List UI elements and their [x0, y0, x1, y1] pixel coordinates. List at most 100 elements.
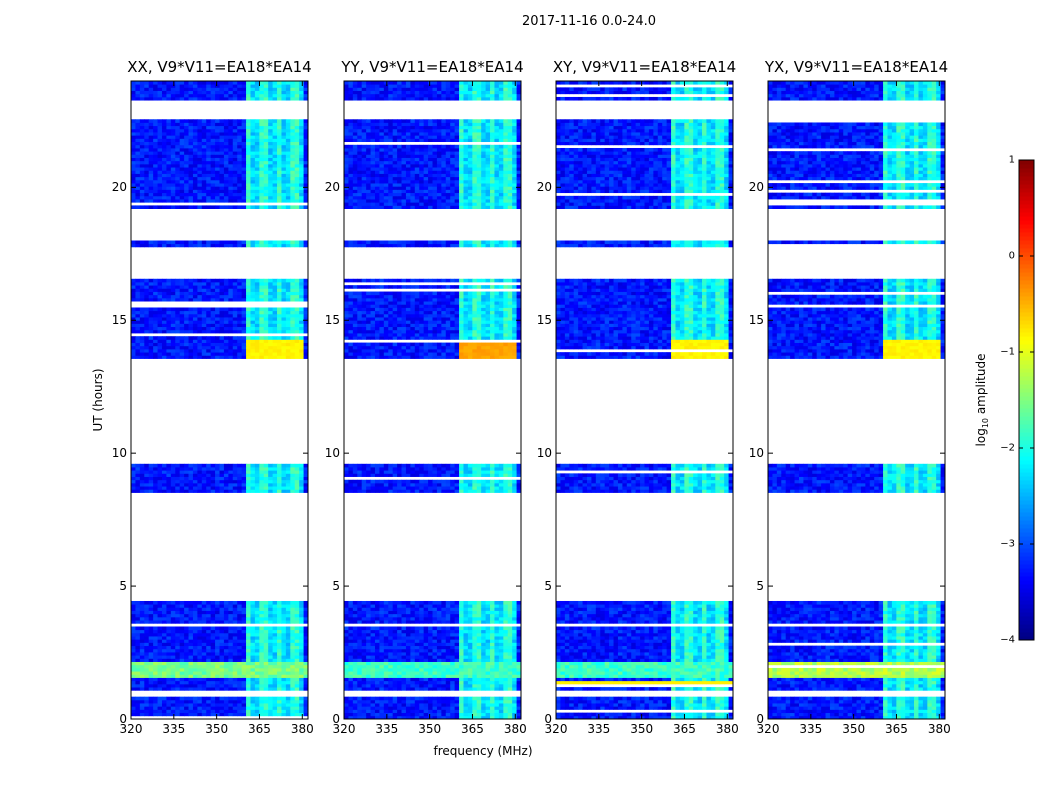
- heat-cell: [237, 642, 243, 647]
- heat-cell: [277, 664, 282, 669]
- heat-cell: [223, 138, 229, 143]
- heat-cell: [188, 642, 194, 647]
- heat-cell: [303, 179, 309, 184]
- heat-cell: [144, 87, 150, 91]
- heat-cell: [215, 281, 220, 286]
- heat-cell: [188, 170, 194, 174]
- heat-cell: [219, 699, 225, 704]
- heat-cell: [148, 183, 154, 187]
- heat-cell: [237, 655, 243, 659]
- heat-cell: [277, 712, 282, 717]
- heat-cell: [303, 313, 309, 318]
- heat-cell: [445, 715, 451, 720]
- heat-cell: [148, 661, 154, 666]
- heat-cell: [370, 683, 376, 688]
- heat-cell: [485, 632, 491, 637]
- heat-cell: [144, 199, 150, 203]
- heat-cell: [246, 141, 251, 146]
- heat-cell: [285, 170, 291, 174]
- heat-cell: [246, 687, 251, 691]
- heat-cell: [179, 141, 185, 146]
- heat-cell: [246, 709, 251, 714]
- heat-cell: [397, 706, 402, 710]
- heat-cell: [441, 703, 447, 707]
- heat-cell: [232, 706, 238, 710]
- heat-cell: [184, 93, 189, 98]
- heat-cell: [232, 294, 238, 299]
- heat-cell: [192, 317, 198, 321]
- heat-cell: [299, 199, 304, 203]
- heat-cell: [210, 170, 216, 174]
- heat-cell: [246, 285, 251, 289]
- heat-cell: [450, 636, 456, 640]
- heat-cell: [206, 195, 212, 200]
- heat-cell: [219, 154, 225, 158]
- heat-cell: [175, 240, 181, 245]
- heat-cell: [467, 645, 473, 650]
- heat-cell: [494, 712, 500, 717]
- heat-cell: [161, 93, 167, 98]
- heat-cell: [197, 626, 203, 631]
- heat-cell: [268, 604, 273, 608]
- heat-cell: [148, 154, 154, 158]
- heat-cell: [379, 687, 385, 691]
- heat-cell: [259, 173, 265, 178]
- heat-cell: [357, 636, 363, 640]
- heat-cell: [210, 699, 216, 704]
- heat-cell: [188, 151, 194, 155]
- heat-cell: [201, 317, 207, 321]
- heat-cell: [161, 677, 167, 682]
- heat-cell: [148, 176, 154, 181]
- heat-cell: [161, 712, 167, 717]
- heat-cell: [206, 119, 212, 123]
- heat-cell: [197, 310, 203, 315]
- heat-cell: [153, 616, 158, 621]
- heat-cell: [414, 642, 420, 647]
- heat-cell: [303, 489, 309, 493]
- heat-cell: [197, 313, 203, 318]
- heat-cell: [454, 667, 460, 672]
- heat-cell: [139, 661, 145, 666]
- heat-cell: [175, 658, 181, 662]
- heat-cell: [259, 135, 265, 139]
- heat-cell: [219, 706, 225, 710]
- heat-cell: [232, 655, 238, 659]
- heat-cell: [272, 189, 278, 194]
- heat-cell: [294, 639, 300, 643]
- heat-cell: [467, 642, 473, 647]
- heat-cell: [210, 470, 216, 474]
- heat-cell: [370, 696, 376, 701]
- heat-cell: [228, 667, 234, 672]
- heat-cell: [454, 655, 460, 659]
- heat-cell: [219, 642, 225, 647]
- heat-cell: [246, 642, 251, 647]
- heat-cell: [450, 683, 456, 688]
- heat-cell: [454, 699, 460, 704]
- heat-cell: [215, 696, 220, 701]
- heat-cell: [281, 680, 287, 685]
- heat-cell: [294, 93, 300, 98]
- heat-cell: [228, 157, 234, 162]
- heat-cell: [219, 281, 225, 286]
- heat-cell: [135, 339, 141, 343]
- heat-cell: [294, 699, 300, 704]
- heat-cell: [179, 199, 185, 203]
- heat-cell: [153, 677, 158, 682]
- heat-cell: [392, 629, 398, 634]
- heat-cell: [192, 648, 198, 653]
- heat-cell: [472, 645, 478, 650]
- heat-cell: [370, 648, 376, 653]
- heat-cell: [290, 473, 296, 477]
- heat-cell: [153, 160, 158, 165]
- heat-cell: [197, 84, 203, 88]
- heat-cell: [139, 620, 145, 624]
- heat-cell: [192, 463, 198, 468]
- heat-cell: [285, 664, 291, 669]
- heat-cell: [166, 132, 172, 136]
- heat-cell: [219, 125, 225, 130]
- heat-cell: [206, 648, 212, 653]
- heat-cell: [232, 355, 238, 359]
- heat-cell: [161, 664, 167, 669]
- heat-cell: [206, 199, 212, 203]
- heat-cell: [131, 167, 136, 171]
